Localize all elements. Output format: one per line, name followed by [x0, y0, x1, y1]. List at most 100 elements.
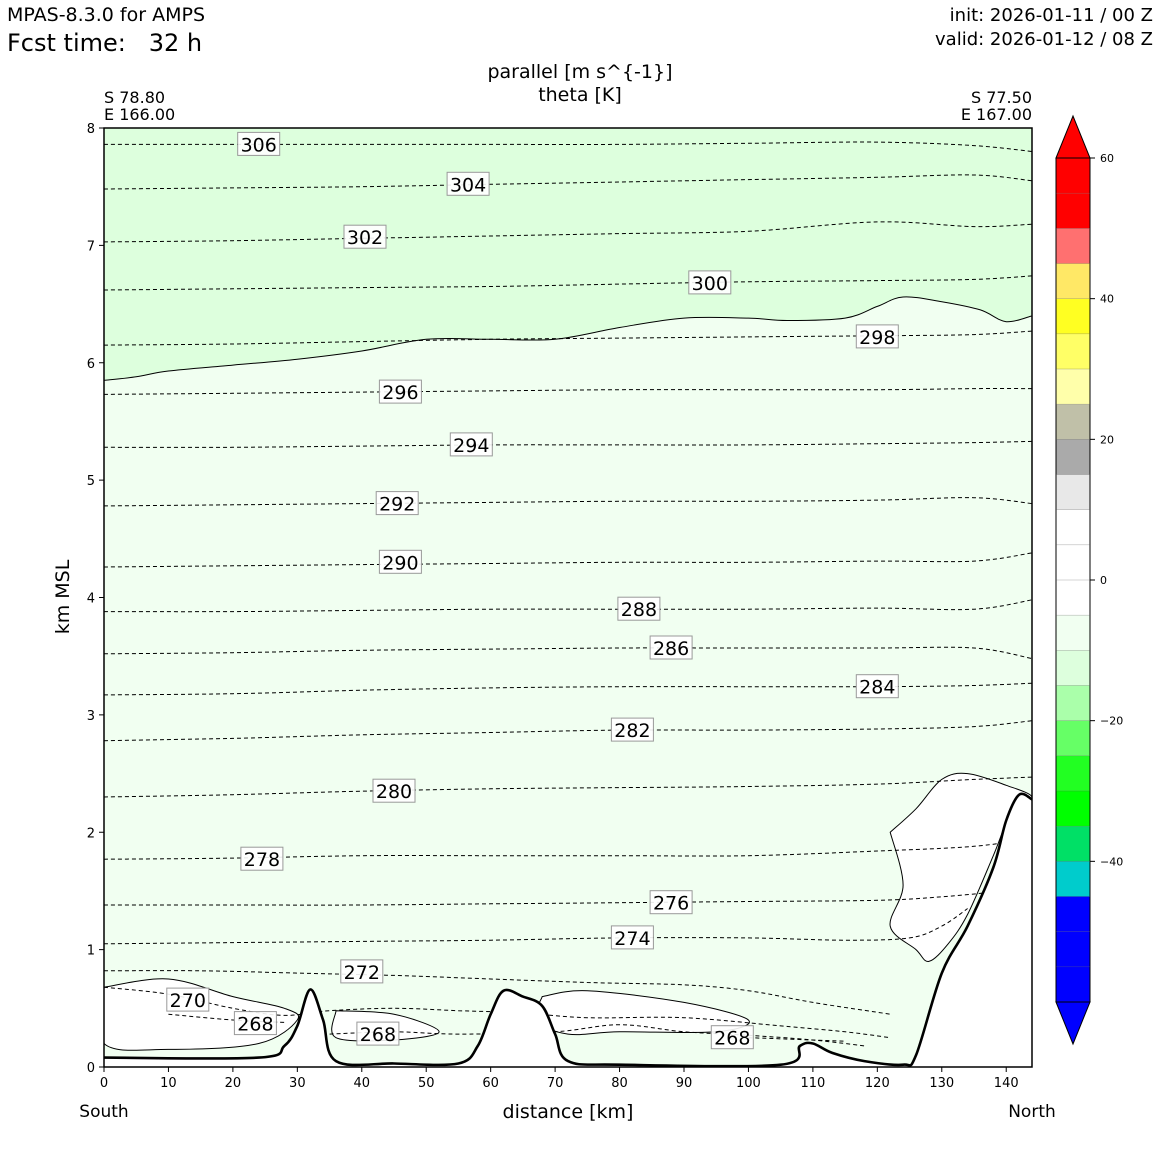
isentrope-label-274: 274: [610, 925, 654, 950]
isentrope-label-298: 298: [855, 324, 899, 349]
isentrope-label-text: 306: [241, 134, 277, 156]
isentrope-label-278: 278: [240, 846, 284, 871]
colorbar-band: [1056, 228, 1090, 264]
isentrope-label-text: 270: [170, 990, 206, 1012]
isentrope-label-text: 286: [653, 638, 689, 660]
isentrope-296-16: [104, 388, 1032, 395]
fill-region-upper: [104, 128, 1032, 381]
x-tick-label: 60: [482, 1076, 499, 1091]
isentrope-label-text: 298: [859, 327, 895, 349]
isentrope-label-290: 290: [378, 549, 422, 574]
right-endpoint-lat: S 77.50: [971, 88, 1032, 107]
colorbar: 60 40 20 0 −20 −40: [1055, 114, 1123, 1046]
isentrope-label-276: 276: [649, 890, 693, 915]
isentrope-label-300: 300: [688, 270, 732, 295]
isentrope-label-text: 290: [382, 552, 418, 574]
isentrope-288-12: [104, 599, 1032, 613]
y-axis: 0 1 2 3 4 5 6 7 8: [87, 122, 104, 1076]
colorbar-band: [1056, 791, 1090, 827]
colorbar-band: [1056, 720, 1090, 756]
left-endpoint-lat: S 78.80: [104, 88, 165, 107]
isentrope-label-text: 272: [344, 962, 380, 984]
isentrope-282-9: [104, 720, 1032, 742]
y-axis-label: km MSL: [52, 559, 74, 634]
colorbar-band: [1056, 544, 1090, 580]
colorbar-band: [1056, 439, 1090, 475]
isentrope-label-270: 270: [166, 987, 210, 1012]
x-tick-label: 140: [994, 1076, 1019, 1091]
isentrope-label-268: 268: [710, 1025, 754, 1050]
isentrope-label-272: 272: [340, 959, 384, 984]
isentrope-label-text: 294: [453, 435, 489, 457]
isentrope-label-text: 276: [653, 893, 689, 915]
right-endpoint-lon: E 167.00: [961, 105, 1032, 124]
x-tick-label: 110: [800, 1076, 825, 1091]
isentrope-label-text: 268: [360, 1024, 396, 1046]
isentrope-label-282: 282: [610, 717, 654, 742]
isentrope-label-306: 306: [237, 131, 281, 156]
colorbar-band: [1056, 158, 1090, 194]
colorbar-band: [1056, 333, 1090, 369]
y-tick-label: 1: [87, 944, 95, 959]
colorbar-tick-label: 60: [1100, 152, 1114, 165]
isentrope-label-302: 302: [343, 224, 387, 249]
isentrope-label-268: 268: [233, 1011, 277, 1036]
y-tick-label: 2: [87, 826, 95, 841]
isentrope-298-17: [104, 330, 1032, 346]
colorbar-band: [1056, 509, 1090, 545]
right-direction-label: North: [1008, 1102, 1056, 1122]
model-title: MPAS-8.3.0 for AMPS: [7, 4, 206, 26]
x-tick-label: 20: [225, 1076, 242, 1091]
fcst-value: 32 h: [148, 29, 203, 57]
x-tick-label: 40: [354, 1076, 371, 1091]
isentrope-268-1: [168, 1013, 285, 1023]
colorbar-band: [1056, 193, 1090, 229]
isentrope-label-text: 268: [237, 1014, 273, 1036]
isentrope-label-text: 268: [714, 1028, 750, 1050]
x-tick-label: 70: [547, 1076, 564, 1091]
isentrope-label-304: 304: [446, 171, 490, 196]
x-tick-label: 100: [736, 1076, 761, 1091]
isentrope-label-286: 286: [649, 635, 693, 660]
terrain: [104, 792, 1032, 1067]
x-tick-label: 30: [289, 1076, 306, 1091]
colorbar-band: [1056, 755, 1090, 791]
valid-time: valid: 2026-01-12 / 08 Z: [935, 29, 1153, 50]
colorbar-band: [1056, 615, 1090, 651]
x-tick-label: 120: [865, 1076, 890, 1091]
x-tick-label: 10: [160, 1076, 177, 1091]
colorbar-band: [1056, 896, 1090, 932]
isentrope-label-280: 280: [372, 778, 416, 803]
isentrope-300-18: [104, 275, 1032, 291]
y-tick-label: 6: [87, 357, 95, 372]
colorbar-tick-label: 20: [1100, 433, 1114, 446]
isentrope-272-4: [104, 970, 891, 1015]
x-axis: 0 10 20 30 40 50 60 70 80 90 100 110 120 130 140: [100, 1067, 1019, 1091]
solid-contour-1: [889, 772, 1032, 962]
colorbar-tick-label: −40: [1100, 855, 1123, 868]
isentrope-label-text: 288: [621, 599, 657, 621]
isentrope-280-8: [104, 776, 1032, 798]
colorbar-band: [1056, 826, 1090, 862]
isentrope-label-text: 302: [347, 227, 383, 249]
isentrope-294-15: [104, 440, 1032, 448]
isentrope-label-text: 274: [614, 928, 650, 950]
y-tick-label: 5: [87, 474, 95, 489]
colorbar-band: [1056, 931, 1090, 967]
isentrope-270-3: [104, 986, 891, 1039]
isentrope-276-6: [104, 890, 1007, 906]
isentrope-label-296: 296: [378, 379, 422, 404]
isentrope-label-text: 296: [382, 382, 418, 404]
isentrope-268-0: [329, 1024, 865, 1047]
left-direction-label: South: [79, 1102, 128, 1122]
x-tick-label: 50: [418, 1076, 435, 1091]
isentrope-label-text: 300: [692, 273, 728, 295]
colorbar-tick-label: 40: [1100, 293, 1114, 306]
colorbar-band: [1056, 650, 1090, 686]
fcst-label: Fcst time:: [7, 29, 126, 57]
isentrope-label-text: 284: [859, 677, 895, 699]
isentrope-label-294: 294: [449, 432, 493, 457]
y-tick-label: 3: [87, 709, 95, 724]
